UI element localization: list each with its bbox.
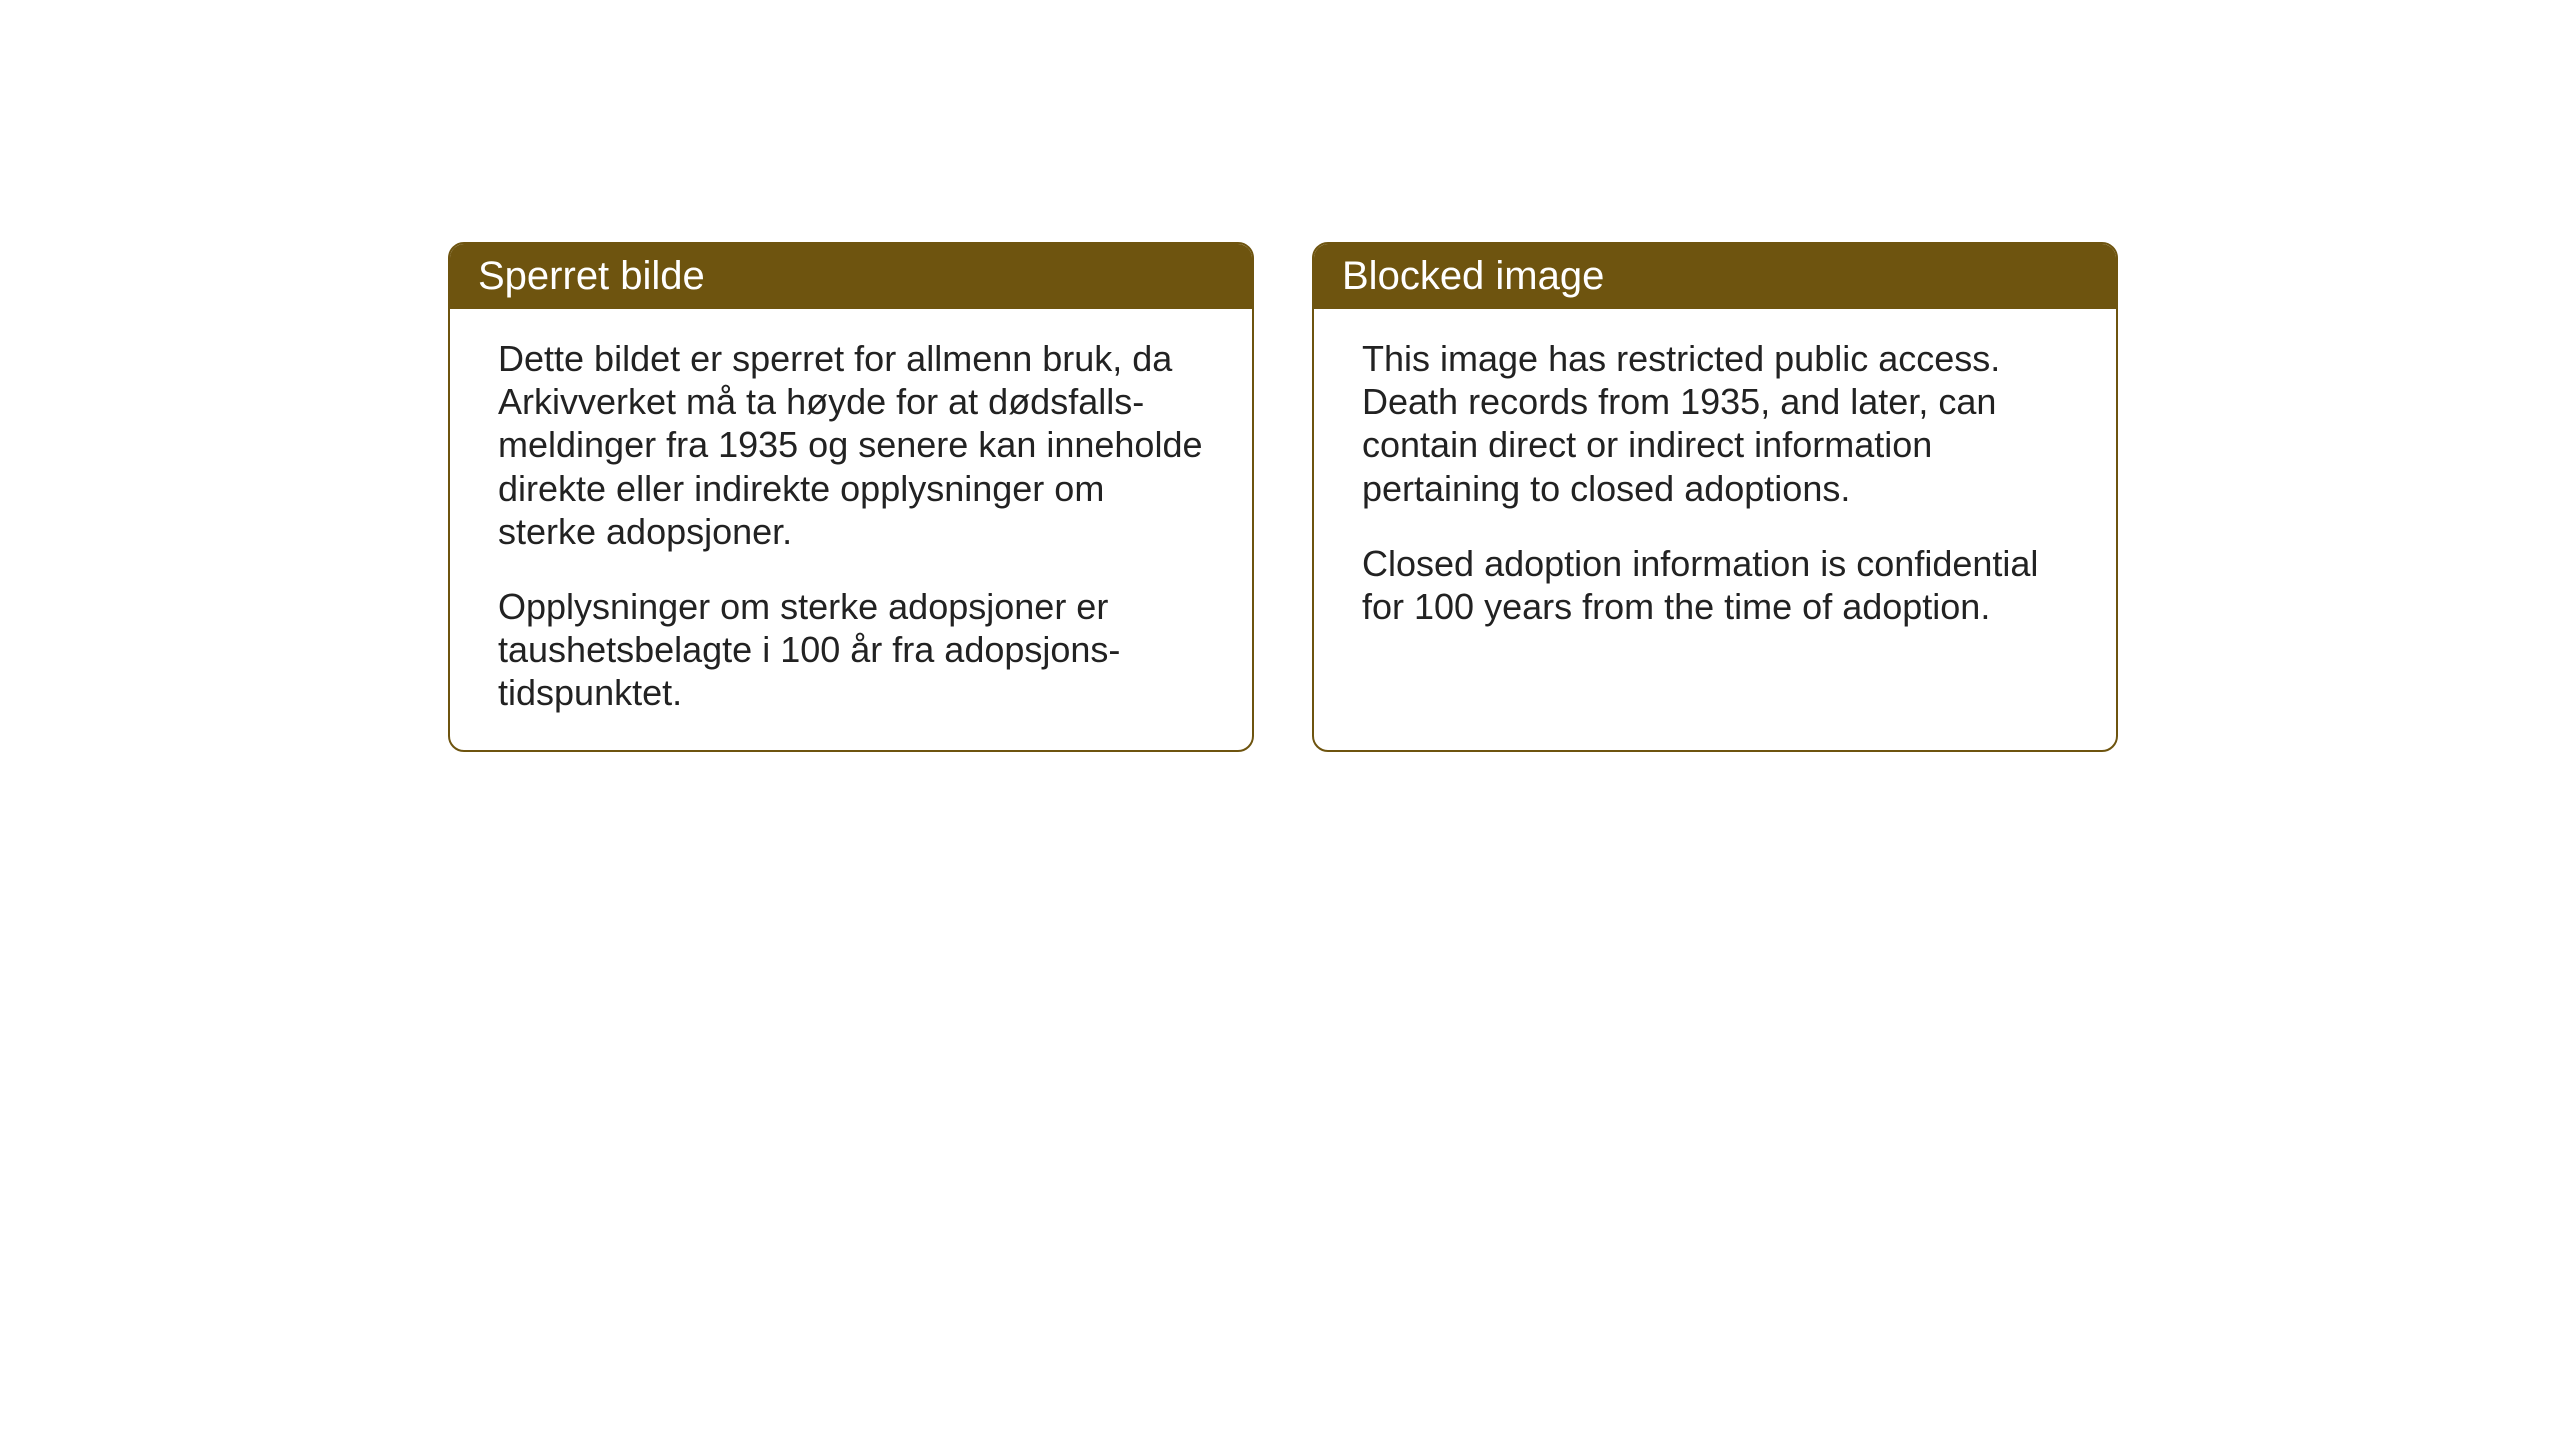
- card-body-norwegian: Dette bildet er sperret for allmenn bruk…: [450, 309, 1252, 751]
- card-body-english: This image has restricted public access.…: [1314, 309, 2116, 664]
- card-header-norwegian: Sperret bilde: [450, 244, 1252, 309]
- card-title-english: Blocked image: [1342, 254, 1604, 298]
- card-header-english: Blocked image: [1314, 244, 2116, 309]
- blocked-image-card-english: Blocked image This image has restricted …: [1312, 242, 2118, 752]
- card-paragraph-1-norwegian: Dette bildet er sperret for allmenn bruk…: [498, 337, 1204, 553]
- card-paragraph-2-norwegian: Opplysninger om sterke adopsjoner er tau…: [498, 585, 1204, 715]
- card-paragraph-1-english: This image has restricted public access.…: [1362, 337, 2068, 510]
- card-paragraph-2-english: Closed adoption information is confident…: [1362, 542, 2068, 628]
- notice-container: Sperret bilde Dette bildet er sperret fo…: [448, 242, 2118, 752]
- card-title-norwegian: Sperret bilde: [478, 254, 705, 298]
- blocked-image-card-norwegian: Sperret bilde Dette bildet er sperret fo…: [448, 242, 1254, 752]
